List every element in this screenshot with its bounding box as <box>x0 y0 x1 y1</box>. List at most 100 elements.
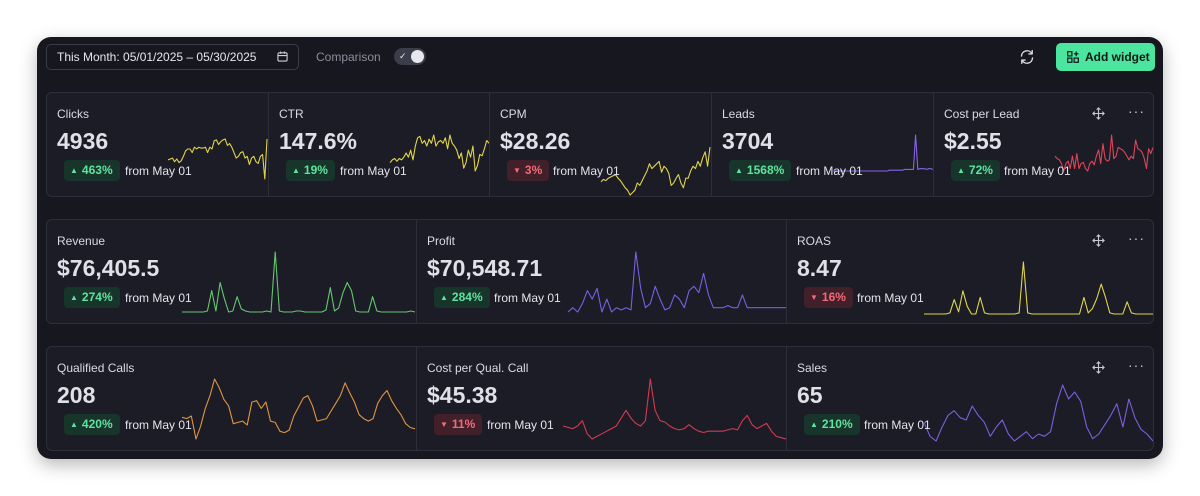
change-value: 3% <box>524 163 543 177</box>
sparkline-series <box>1054 134 1153 172</box>
triangle-down-icon: ▼ <box>440 420 448 429</box>
triangle-up-icon: ▲ <box>957 166 965 175</box>
change-badge: ▲ 19% <box>286 160 335 181</box>
triangle-down-icon: ▼ <box>513 166 521 175</box>
change-badge: ▲ 284% <box>434 287 490 308</box>
change-value: 72% <box>968 163 993 177</box>
widget-card-cpm[interactable]: CPM $28.26 ▼ 3% from May 01 <box>489 93 711 196</box>
refresh-icon[interactable] <box>1018 48 1036 66</box>
widget-card-cost-per-qual-call[interactable]: Cost per Qual. Call $45.38 ▼ 11% from May 01 <box>416 347 786 450</box>
date-range-picker[interactable]: This Month: 05/01/2025 – 05/30/2025 <box>46 44 299 70</box>
sparkline-chart <box>1054 134 1153 172</box>
comparison-from-label: from May 01 <box>864 418 931 432</box>
sparkline-series <box>389 134 489 172</box>
move-handle-icon[interactable] <box>1092 361 1105 374</box>
date-range-label: This Month: 05/01/2025 – 05/30/2025 <box>57 50 257 64</box>
triangle-up-icon: ▲ <box>810 420 818 429</box>
sparkline-chart <box>567 251 786 313</box>
sparkline-series <box>181 378 416 440</box>
triangle-up-icon: ▲ <box>292 166 300 175</box>
change-value: 19% <box>303 163 328 177</box>
dashboard-toolbar: This Month: 05/01/2025 – 05/30/2025 Comp… <box>37 37 1163 77</box>
widget-row-2: Revenue $76,405.5 ▲ 274% from May 01 Profit $… <box>46 219 1154 324</box>
sparkline-series <box>600 146 711 196</box>
sparkline-chart <box>389 134 489 172</box>
add-widget-button[interactable]: Add widget <box>1056 43 1155 71</box>
widget-value: $76,405.5 <box>57 255 160 281</box>
sparkline-chart <box>600 146 711 196</box>
change-badge: ▲ 72% <box>951 160 1000 181</box>
sparkline-chart <box>181 378 416 440</box>
widget-title: Leads <box>722 107 755 121</box>
widget-card-revenue[interactable]: Revenue $76,405.5 ▲ 274% from May 01 <box>47 220 416 323</box>
widget-value: $2.55 <box>944 128 1002 154</box>
comparison-from-label: from May 01 <box>1004 164 1071 178</box>
add-widget-label: Add widget <box>1085 50 1150 64</box>
widget-row-3: Qualified Calls 208 ▲ 420% from May 01 Cost … <box>46 346 1154 451</box>
widget-value: 208 <box>57 382 96 408</box>
calendar-icon <box>277 51 288 62</box>
comparison-from-label: from May 01 <box>125 291 192 305</box>
comparison-from-label: from May 01 <box>125 164 192 178</box>
comparison-from-label: from May 01 <box>487 418 554 432</box>
sparkline-series <box>924 261 1153 315</box>
widget-value: $45.38 <box>427 382 498 408</box>
widget-value: 147.6% <box>279 128 358 154</box>
widget-card-profit[interactable]: Profit $70,548.71 ▲ 284% from May 01 <box>416 220 786 323</box>
comparison-toggle[interactable]: ✓ <box>394 48 426 65</box>
widget-card-clicks[interactable]: Clicks 4936 ▲ 463% from May 01 <box>47 93 268 196</box>
sparkline-chart <box>923 384 1153 442</box>
move-handle-icon[interactable] <box>1092 107 1105 120</box>
widget-value: 4936 <box>57 128 109 154</box>
sparkline-series <box>567 251 786 313</box>
comparison-from-label: from May 01 <box>125 418 192 432</box>
sparkline-chart <box>562 378 786 440</box>
triangle-up-icon: ▲ <box>735 166 743 175</box>
widget-title: Sales <box>797 361 828 375</box>
widget-card-sales[interactable]: Sales 65 ▲ 210% from May 01 ··· <box>786 347 1153 450</box>
change-value: 1568% <box>746 163 785 177</box>
triangle-up-icon: ▲ <box>70 420 78 429</box>
widget-value: 65 <box>797 382 823 408</box>
widget-title: Revenue <box>57 234 106 248</box>
sparkline-series <box>167 138 268 180</box>
widget-title: Qualified Calls <box>57 361 135 375</box>
widget-card-ctr[interactable]: CTR 147.6% ▲ 19% from May 01 <box>268 93 489 196</box>
triangle-up-icon: ▲ <box>70 293 78 302</box>
change-badge: ▼ 11% <box>434 414 483 435</box>
more-options-icon[interactable]: ··· <box>1128 103 1145 119</box>
comparison-from-label: from May 01 <box>340 164 407 178</box>
more-options-icon[interactable]: ··· <box>1128 357 1145 373</box>
sparkline-chart <box>833 134 933 172</box>
change-badge: ▼ 16% <box>804 287 853 308</box>
change-badge: ▼ 3% <box>507 160 550 181</box>
widgets-icon <box>1067 51 1079 63</box>
comparison-from-label: from May 01 <box>857 291 924 305</box>
change-badge: ▲ 210% <box>804 414 860 435</box>
widget-title: Cost per Lead <box>944 107 1020 121</box>
widget-title: CPM <box>500 107 527 121</box>
sparkline-series <box>923 384 1153 442</box>
change-value: 274% <box>81 290 113 304</box>
sparkline-series <box>833 134 933 172</box>
sparkline-series <box>182 251 416 313</box>
move-handle-icon[interactable] <box>1092 234 1105 247</box>
comparison-from-label: from May 01 <box>796 164 863 178</box>
change-badge: ▲ 1568% <box>729 160 792 181</box>
change-value: 16% <box>821 290 846 304</box>
change-value: 210% <box>821 417 853 431</box>
sparkline-chart <box>167 138 268 180</box>
change-badge: ▲ 274% <box>64 287 120 308</box>
change-value: 463% <box>81 163 113 177</box>
widget-value: 3704 <box>722 128 774 154</box>
widget-title: Profit <box>427 234 456 248</box>
change-badge: ▲ 420% <box>64 414 120 435</box>
sparkline-chart <box>924 261 1153 315</box>
widget-card-qualified-calls[interactable]: Qualified Calls 208 ▲ 420% from May 01 <box>47 347 416 450</box>
widget-card-cost-per-lead[interactable]: Cost per Lead $2.55 ▲ 72% from May 01 ··· <box>933 93 1153 196</box>
widget-card-roas[interactable]: ROAS 8.47 ▼ 16% from May 01 ··· <box>786 220 1153 323</box>
widget-card-leads[interactable]: Leads 3704 ▲ 1568% from May 01 <box>711 93 933 196</box>
widget-value: 8.47 <box>797 255 842 281</box>
widget-title: ROAS <box>797 234 832 248</box>
more-options-icon[interactable]: ··· <box>1128 230 1145 246</box>
